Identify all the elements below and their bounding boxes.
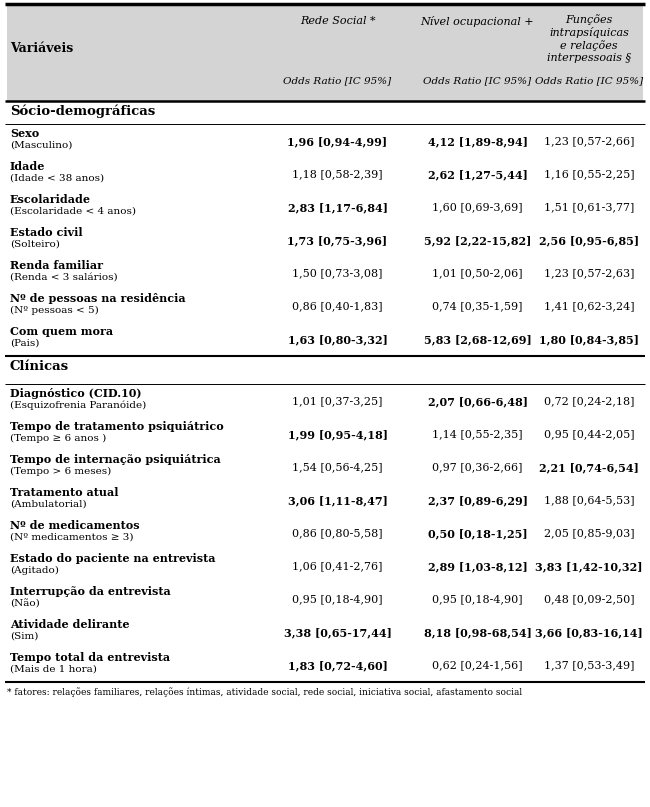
Text: Nº de pessoas na residência: Nº de pessoas na residência: [10, 293, 186, 304]
Text: (Mais de 1 hora): (Mais de 1 hora): [10, 665, 97, 674]
Text: Nível ocupacional +: Nível ocupacional +: [421, 16, 534, 27]
Text: Variáveis: Variáveis: [10, 41, 73, 55]
Text: 2,07 [0,66-6,48]: 2,07 [0,66-6,48]: [428, 396, 528, 407]
Text: 3,38 [0,65-17,44]: 3,38 [0,65-17,44]: [283, 627, 391, 638]
Text: Rede Social *: Rede Social *: [300, 16, 375, 26]
Text: Tempo de internação psiquiátrica: Tempo de internação psiquiátrica: [10, 454, 221, 465]
Text: Funções: Funções: [566, 14, 613, 25]
Text: 0,95 [0,44-2,05]: 0,95 [0,44-2,05]: [543, 429, 634, 440]
Text: 5,83 [2,68-12,69]: 5,83 [2,68-12,69]: [424, 334, 532, 345]
Text: (Esquizofrenia Paranóide): (Esquizofrenia Paranóide): [10, 401, 146, 411]
Text: 1,06 [0,41-2,76]: 1,06 [0,41-2,76]: [292, 562, 383, 571]
Text: 2,37 [0,89-6,29]: 2,37 [0,89-6,29]: [428, 495, 528, 506]
Text: 3,83 [1,42-10,32]: 3,83 [1,42-10,32]: [535, 561, 643, 572]
Text: 3,06 [1,11-8,47]: 3,06 [1,11-8,47]: [287, 495, 387, 506]
Text: 2,05 [0,85-9,03]: 2,05 [0,85-9,03]: [543, 529, 634, 538]
Text: 1,41 [0,62-3,24]: 1,41 [0,62-3,24]: [543, 302, 634, 312]
Text: interpessoais §: interpessoais §: [547, 53, 631, 63]
Text: 1,01 [0,50-2,06]: 1,01 [0,50-2,06]: [432, 269, 523, 278]
Text: 0,72 [0,24-2,18]: 0,72 [0,24-2,18]: [544, 396, 634, 407]
Text: 0,97 [0,36-2,66]: 0,97 [0,36-2,66]: [432, 462, 523, 473]
Text: 0,62 [0,24-1,56]: 0,62 [0,24-1,56]: [432, 660, 523, 671]
Text: Com quem mora: Com quem mora: [10, 326, 113, 337]
Text: (Nº pessoas < 5): (Nº pessoas < 5): [10, 306, 99, 315]
Text: Nº de medicamentos: Nº de medicamentos: [10, 520, 140, 531]
Text: 2,89 [1,03-8,12]: 2,89 [1,03-8,12]: [428, 561, 527, 572]
Text: 2,83 [1,17-6,84]: 2,83 [1,17-6,84]: [287, 202, 387, 213]
Text: Estado civil: Estado civil: [10, 227, 83, 238]
Text: (Não): (Não): [10, 599, 40, 608]
Text: 1,51 [0,61-3,77]: 1,51 [0,61-3,77]: [544, 203, 634, 212]
Text: (Escolaridade < 4 anos): (Escolaridade < 4 anos): [10, 207, 136, 216]
Text: (Masculino): (Masculino): [10, 141, 72, 150]
Text: 0,86 [0,80-5,58]: 0,86 [0,80-5,58]: [292, 529, 383, 538]
Text: (Nº medicamentos ≥ 3): (Nº medicamentos ≥ 3): [10, 533, 133, 542]
Text: (Sim): (Sim): [10, 632, 38, 641]
Text: 4,12 [1,89-8,94]: 4,12 [1,89-8,94]: [428, 136, 528, 147]
Text: Tempo total da entrevista: Tempo total da entrevista: [10, 652, 170, 663]
Text: 1,23 [0,57-2,63]: 1,23 [0,57-2,63]: [544, 269, 634, 278]
Text: 1,60 [0,69-3,69]: 1,60 [0,69-3,69]: [432, 203, 523, 212]
Text: intrapsíquicas: intrapsíquicas: [549, 27, 629, 38]
Text: 0,48 [0,09-2,50]: 0,48 [0,09-2,50]: [543, 595, 634, 604]
Text: 1,96 [0,94-4,99]: 1,96 [0,94-4,99]: [287, 136, 387, 147]
Text: * fatores: relações familiares, relações íntimas, atividade social, rede social,: * fatores: relações familiares, relações…: [7, 687, 522, 696]
Text: (Tempo ≥ 6 anos ): (Tempo ≥ 6 anos ): [10, 434, 106, 443]
Text: 1,23 [0,57-2,66]: 1,23 [0,57-2,66]: [544, 136, 634, 147]
Text: Escolaridade: Escolaridade: [10, 194, 91, 205]
Text: (Pais): (Pais): [10, 339, 40, 348]
Text: Tempo de tratamento psiquiátrico: Tempo de tratamento psiquiátrico: [10, 421, 224, 432]
Text: Interrupção da entrevista: Interrupção da entrevista: [10, 586, 171, 597]
Text: (Tempo > 6 meses): (Tempo > 6 meses): [10, 467, 111, 476]
Text: 1,37 [0,53-3,49]: 1,37 [0,53-3,49]: [544, 660, 634, 671]
Text: 0,74 [0,35-1,59]: 0,74 [0,35-1,59]: [432, 302, 523, 312]
Text: 1,63 [0,80-3,32]: 1,63 [0,80-3,32]: [287, 334, 387, 345]
Text: Sócio-demográficas: Sócio-demográficas: [10, 105, 155, 119]
Text: 1,18 [0,58-2,39]: 1,18 [0,58-2,39]: [292, 169, 383, 179]
Text: 2,62 [1,27-5,44]: 2,62 [1,27-5,44]: [428, 169, 527, 180]
Text: (Agitado): (Agitado): [10, 566, 59, 575]
Text: Estado do paciente na entrevista: Estado do paciente na entrevista: [10, 553, 216, 564]
Text: Diagnóstico (CID.10): Diagnóstico (CID.10): [10, 388, 142, 399]
Text: 1,88 [0,64-5,53]: 1,88 [0,64-5,53]: [543, 495, 634, 505]
Text: 5,92 [2,22-15,82]: 5,92 [2,22-15,82]: [424, 235, 531, 246]
Bar: [7, 6, 643, 101]
Text: e relações: e relações: [560, 40, 617, 51]
Text: (Renda < 3 salários): (Renda < 3 salários): [10, 273, 118, 282]
Text: 2,21 [0,74-6,54]: 2,21 [0,74-6,54]: [539, 462, 639, 473]
Text: (Ambulatorial): (Ambulatorial): [10, 500, 86, 509]
Text: 1,83 [0,72-4,60]: 1,83 [0,72-4,60]: [287, 660, 387, 671]
Text: Renda familiar: Renda familiar: [10, 260, 103, 271]
Text: 0,95 [0,18-4,90]: 0,95 [0,18-4,90]: [292, 595, 383, 604]
Text: 0,95 [0,18-4,90]: 0,95 [0,18-4,90]: [432, 595, 523, 604]
Text: 1,80 [0,84-3,85]: 1,80 [0,84-3,85]: [539, 334, 639, 345]
Text: 0,86 [0,40-1,83]: 0,86 [0,40-1,83]: [292, 302, 383, 312]
Text: Sexo: Sexo: [10, 128, 39, 139]
Text: Idade: Idade: [10, 161, 46, 172]
Text: 1,73 [0,75-3,96]: 1,73 [0,75-3,96]: [287, 235, 387, 246]
Text: 1,01 [0,37-3,25]: 1,01 [0,37-3,25]: [292, 396, 383, 407]
Text: 1,50 [0,73-3,08]: 1,50 [0,73-3,08]: [292, 269, 383, 278]
Text: Tratamento atual: Tratamento atual: [10, 487, 118, 498]
Text: (Idade < 38 anos): (Idade < 38 anos): [10, 174, 104, 183]
Text: Odds Ratio [IC 95%]: Odds Ratio [IC 95%]: [423, 77, 532, 86]
Text: Clínicas: Clínicas: [10, 360, 69, 373]
Text: 1,14 [0,55-2,35]: 1,14 [0,55-2,35]: [432, 429, 523, 440]
Text: Odds Ratio [IC 95%]: Odds Ratio [IC 95%]: [535, 77, 643, 86]
Text: 1,99 [0,95-4,18]: 1,99 [0,95-4,18]: [287, 429, 387, 440]
Text: 8,18 [0,98-68,54]: 8,18 [0,98-68,54]: [424, 627, 532, 638]
Text: (Solteiro): (Solteiro): [10, 240, 60, 249]
Text: Odds Ratio [IC 95%]: Odds Ratio [IC 95%]: [283, 77, 391, 86]
Text: 1,16 [0,55-2,25]: 1,16 [0,55-2,25]: [543, 169, 634, 179]
Text: 3,66 [0,83-16,14]: 3,66 [0,83-16,14]: [535, 627, 643, 638]
Text: 2,56 [0,95-6,85]: 2,56 [0,95-6,85]: [539, 235, 639, 246]
Text: Atividade delirante: Atividade delirante: [10, 619, 129, 630]
Text: 1,54 [0,56-4,25]: 1,54 [0,56-4,25]: [292, 462, 383, 473]
Text: 0,50 [0,18-1,25]: 0,50 [0,18-1,25]: [428, 528, 527, 539]
